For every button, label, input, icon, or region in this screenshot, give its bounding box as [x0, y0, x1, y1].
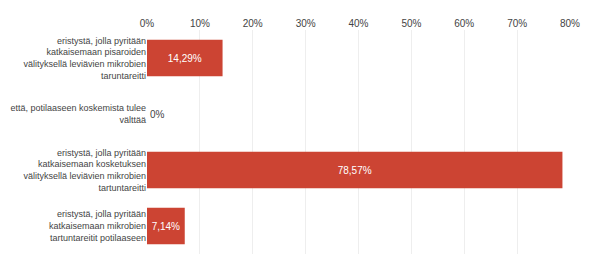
- svg-text:60%: 60%: [454, 18, 474, 29]
- svg-text:80%: 80%: [560, 18, 580, 29]
- svg-text:0%: 0%: [140, 18, 155, 29]
- svg-text:50%: 50%: [401, 18, 421, 29]
- svg-text:40%: 40%: [348, 18, 368, 29]
- svg-text:78,57%: 78,57%: [338, 165, 372, 176]
- svg-text:eristystä, jolla pyritäänkatka: eristystä, jolla pyritäänkatkaisemaan ko…: [23, 148, 146, 193]
- svg-text:10%: 10%: [190, 18, 210, 29]
- svg-text:että, potilaaseen koskemista t: että, potilaaseen koskemista tuleevälttä…: [10, 103, 146, 125]
- svg-text:0%: 0%: [150, 109, 165, 120]
- svg-text:70%: 70%: [507, 18, 527, 29]
- svg-text:eristystä, jolla pyritäänkatka: eristystä, jolla pyritäänkatkaisemaan pi…: [23, 36, 146, 81]
- svg-text:20%: 20%: [243, 18, 263, 29]
- svg-text:eristystä, jolla pyritäänkatka: eristystä, jolla pyritäänkatkaisemaan mi…: [49, 209, 146, 242]
- svg-text:14,29%: 14,29%: [168, 53, 202, 64]
- svg-text:30%: 30%: [296, 18, 316, 29]
- svg-text:7,14%: 7,14%: [152, 221, 180, 232]
